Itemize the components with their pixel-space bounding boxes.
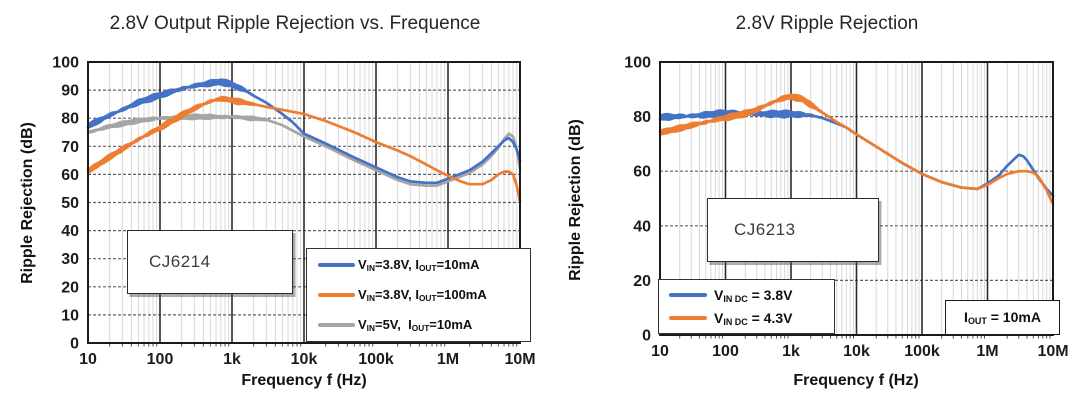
y-tick-label: 70 <box>61 139 79 156</box>
left-part-label-box: CJ6214 <box>127 230 293 294</box>
legend-label: VIN DC = 3.8V <box>714 286 793 304</box>
legend-item: VIN=3.8V, IOUT=10mA <box>307 250 530 280</box>
x-tick-label: 1k <box>782 343 800 360</box>
legend-label: VIN=3.8V, IOUT=10mA <box>358 257 480 273</box>
legend-color-swatch <box>669 293 707 297</box>
left-chart: 0 10 20 30 40 50 60 70 80 90 100 10 100 1k 10k 100k 1M 10… <box>19 13 536 389</box>
y-tick-label: 100 <box>52 55 79 72</box>
y-tick-label: 60 <box>61 167 79 184</box>
left-chart-title: 2.8V Output Ripple Rejection vs. Frequen… <box>109 13 481 34</box>
y-tick-label: 80 <box>61 111 79 128</box>
y-tick-label: 0 <box>70 336 79 353</box>
left-legend: VIN=3.8V, IOUT=10mA VIN=3.8V, IOUT=100mA… <box>306 248 531 342</box>
left-x-axis-title: Frequency f (Hz) <box>241 372 367 389</box>
right-chart-title: 2.8V Ripple Rejection <box>735 13 919 34</box>
legend-color-swatch <box>318 323 355 327</box>
left-y-axis-title: Ripple Rejection (dB) <box>19 122 36 284</box>
y-tick-label: 60 <box>633 164 651 181</box>
plot-border <box>87 61 521 344</box>
y-tick-label: 50 <box>61 195 79 212</box>
right-x-axis-title: Frequency f (Hz) <box>793 372 919 389</box>
legend-color-swatch <box>669 316 707 320</box>
series-curve <box>658 93 1055 206</box>
series-curve <box>86 78 522 185</box>
x-tick-label: 10M <box>1037 343 1068 360</box>
y-tick-label: 80 <box>633 109 651 126</box>
left-part-label: CJ6214 <box>149 252 211 271</box>
plot-border <box>659 61 1054 336</box>
y-tick-label: 40 <box>633 218 651 235</box>
y-tick-label: 0 <box>642 328 651 345</box>
x-tick-label: 10 <box>79 351 97 368</box>
x-tick-label: 1M <box>976 343 998 360</box>
y-tick-label: 20 <box>61 279 79 296</box>
legend-color-swatch <box>318 263 355 267</box>
x-tick-label: 1k <box>223 351 241 368</box>
y-tick-label: 90 <box>61 83 79 100</box>
y-tick-label: 40 <box>61 223 79 240</box>
legend-item: VIN=5V, IOUT=10mA <box>307 310 530 340</box>
right-legend: VIN DC = 3.8V VIN DC = 4.3V <box>658 279 835 334</box>
y-tick-label: 10 <box>61 307 79 324</box>
y-tick-label: 20 <box>633 273 651 290</box>
legend-item: VIN DC = 3.8V <box>659 284 834 307</box>
series-curve <box>86 95 522 203</box>
legend-label: VIN DC = 4.3V <box>714 309 793 327</box>
legend-item: VIN=3.8V, IOUT=100mA <box>307 280 530 310</box>
x-tick-label: 100 <box>712 343 739 360</box>
y-tick-label: 30 <box>61 251 79 268</box>
x-tick-label: 1M <box>437 351 459 368</box>
series-curve <box>86 113 522 187</box>
output-current-annotation: IOUT = 10mA <box>945 300 1060 335</box>
right-part-label-box: CJ6213 <box>707 198 879 262</box>
legend-label: VIN=5V, IOUT=10mA <box>358 317 473 333</box>
x-tick-label: 10M <box>504 351 535 368</box>
x-tick-label: 10k <box>843 343 870 360</box>
legend-color-swatch <box>318 293 355 297</box>
legend-label: VIN=3.8V, IOUT=100mA <box>358 287 487 303</box>
x-tick-label: 100k <box>904 343 940 360</box>
x-tick-label: 10k <box>291 351 318 368</box>
right-chart: 0 20 40 60 80 100 10 100 1k 10k 100k 1M 10M 2.8V Rip… <box>540 0 1080 402</box>
x-tick-label: 100 <box>147 351 174 368</box>
right-y-axis-title: Ripple Rejection (dB) <box>567 119 584 281</box>
annotation-label: IOUT = 10mA <box>964 309 1041 326</box>
y-tick-label: 100 <box>624 55 651 72</box>
legend-item: VIN DC = 4.3V <box>659 307 834 330</box>
x-tick-label: 100k <box>358 351 394 368</box>
x-tick-label: 10 <box>651 343 669 360</box>
right-part-label: CJ6213 <box>734 220 796 239</box>
